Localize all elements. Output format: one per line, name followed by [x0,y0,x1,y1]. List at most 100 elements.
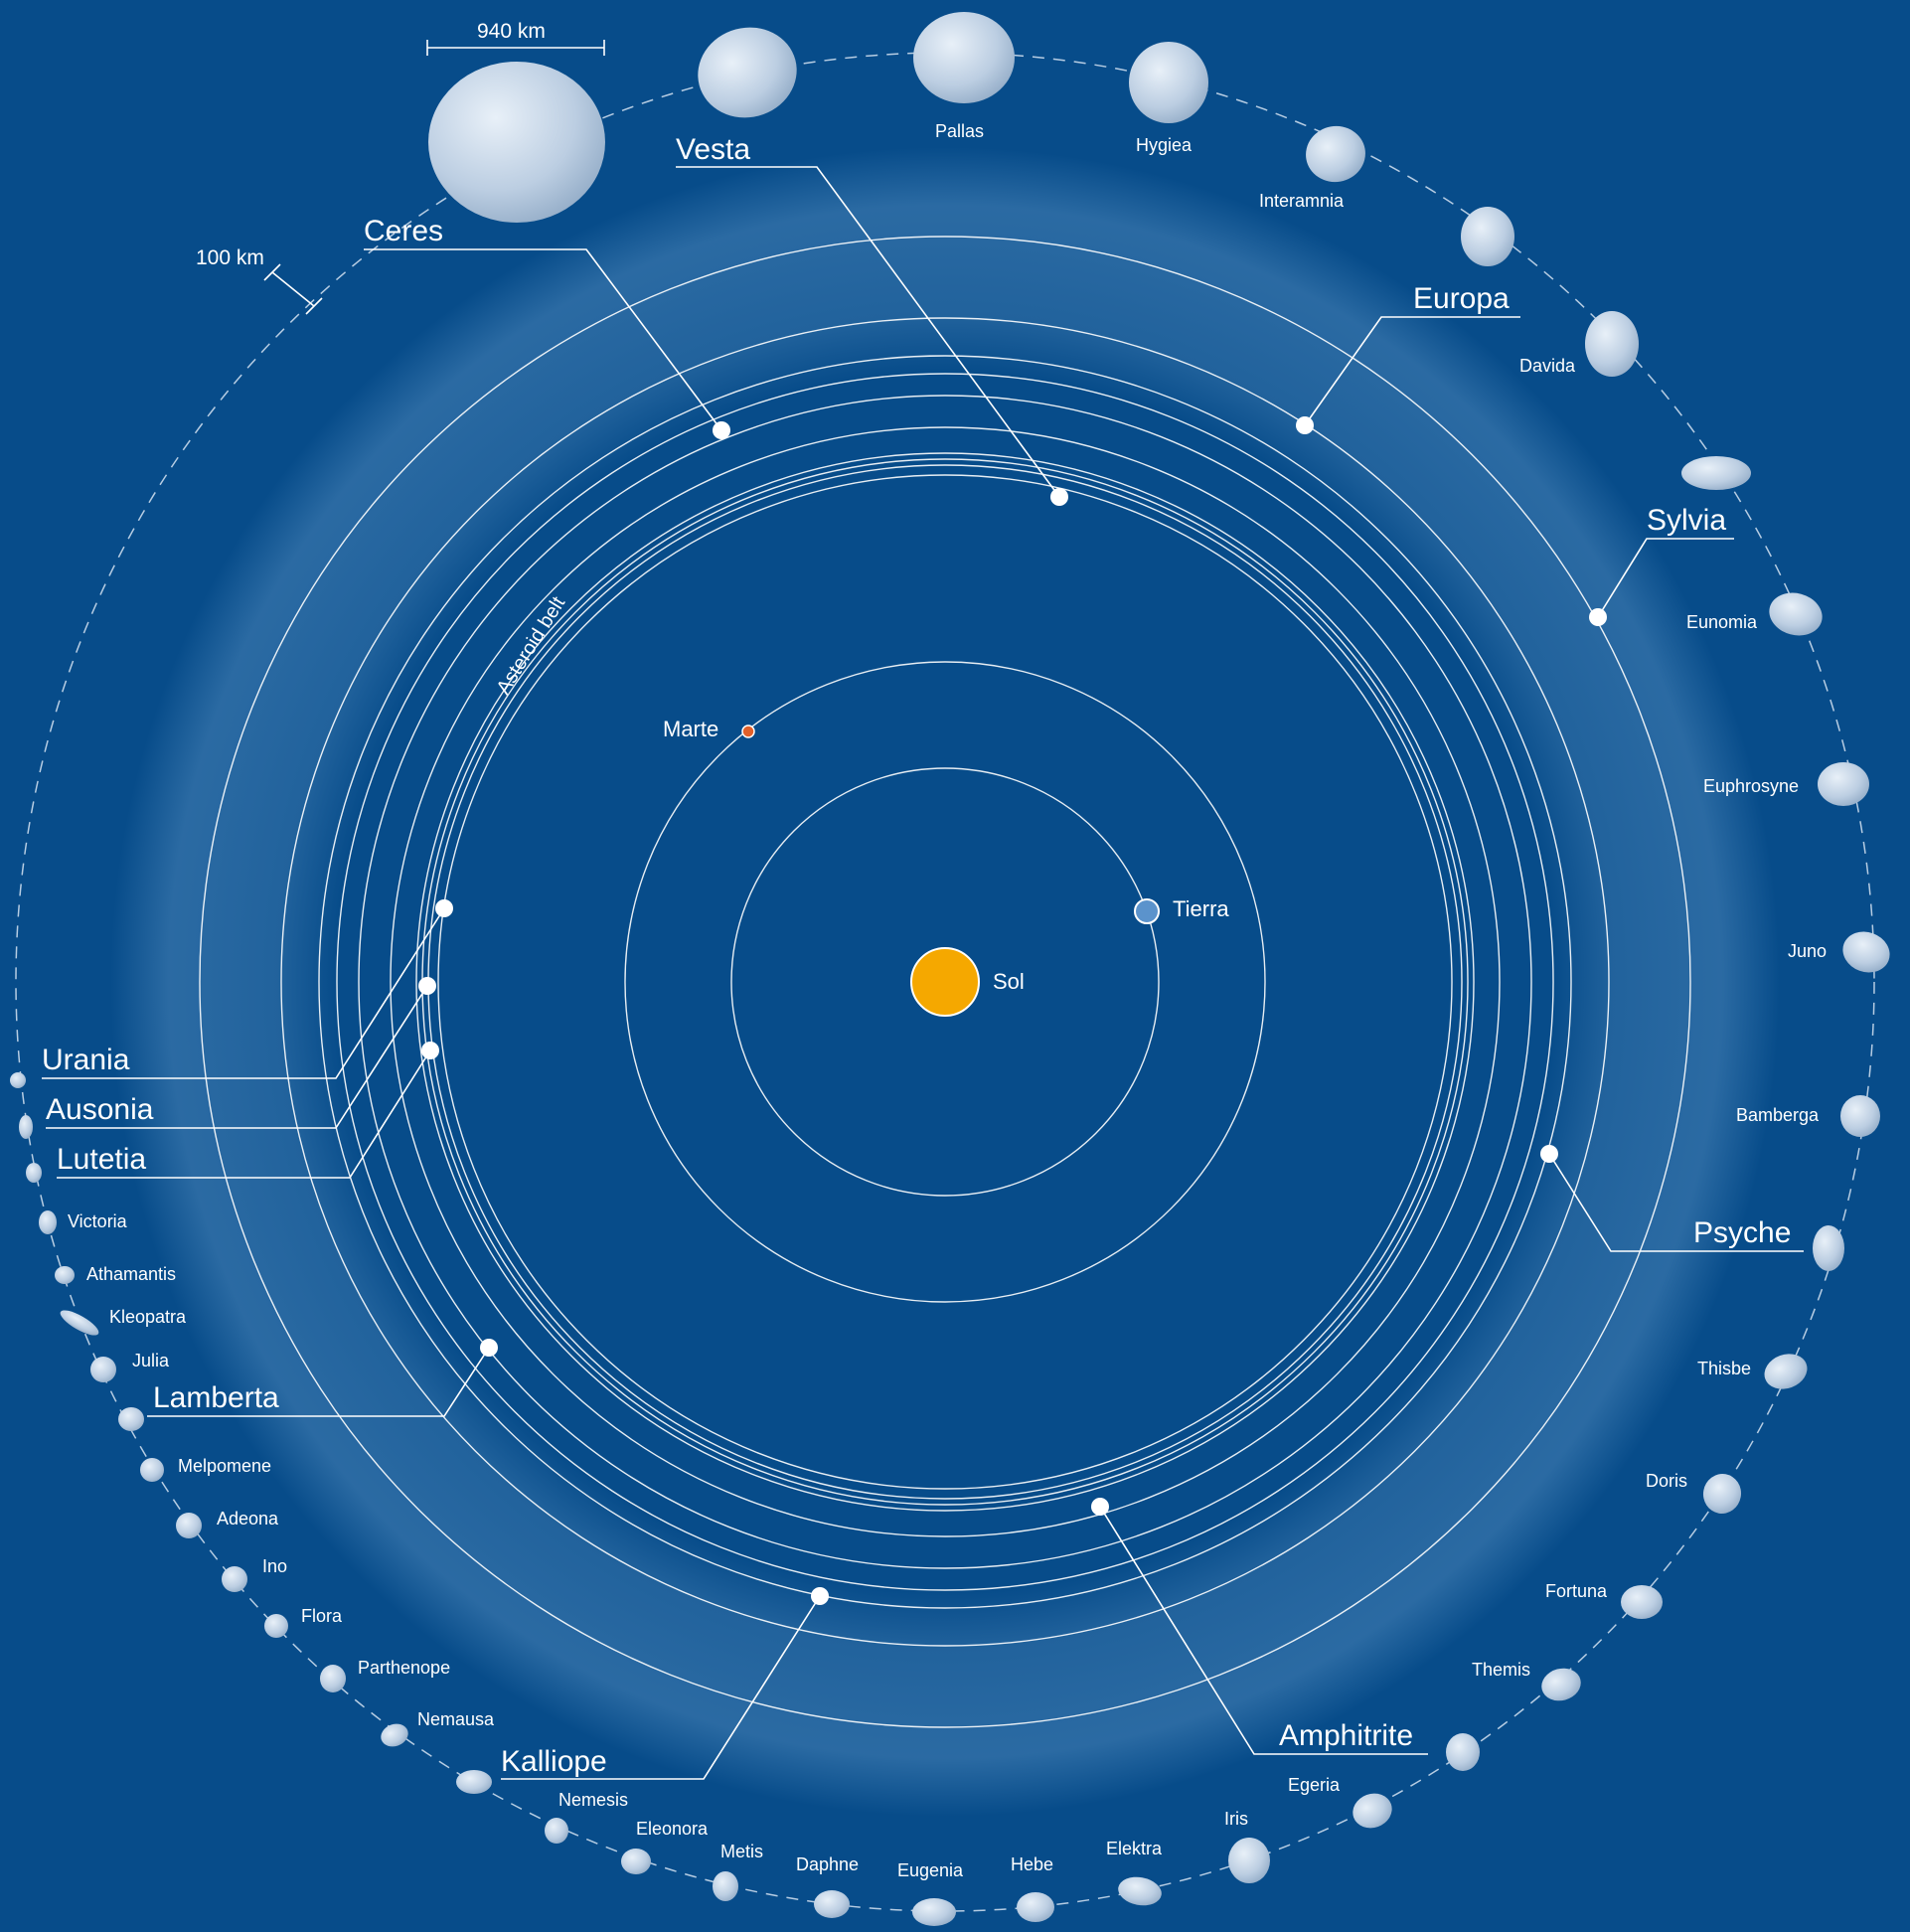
asteroid-label-parthenope: Parthenope [358,1658,450,1678]
asteroid-shape-julia [90,1357,116,1382]
orbit-ring [280,317,1610,1647]
amphitrite-leader [1099,1506,1428,1755]
asteroid-label-athamantis: Athamantis [86,1264,176,1284]
asteroid-shape-lamberta-rock [118,1407,144,1431]
asteroid-label-daphne: Daphne [796,1854,859,1874]
large-asteroids [428,12,1208,223]
lamberta-marker [480,1339,498,1357]
ceres-asteroid [428,62,605,223]
asteroid-label-thisbe: Thisbe [1697,1359,1751,1378]
vesta-marker [1050,488,1068,506]
asteroid-shape-doris [1702,1474,1742,1514]
vesta-asteroid [698,27,797,118]
asteroid-shape-eugenia [912,1898,956,1926]
ceres-label: Ceres [364,215,443,247]
sylvia-leader [1597,538,1734,618]
asteroid-shape-themis [1541,1668,1581,1701]
kalliope-label: Kalliope [501,1745,607,1778]
ceres-leader [364,248,722,431]
lamberta-label: Lamberta [153,1381,279,1414]
asteroid-shape-hebe [1017,1892,1054,1922]
scale-bar-100km [271,271,315,307]
asteroid-shape-daphne [814,1890,850,1918]
asteroid-shape-davida [1585,311,1639,377]
lutetia-marker [421,1042,439,1059]
asteroid-shape-ino [222,1566,247,1592]
urania-leader [42,907,445,1079]
hygiea-asteroid [1129,42,1208,123]
asteroid-label-julia: Julia [132,1351,170,1370]
asteroid-label-pallas: Pallas [935,121,984,141]
asteroid-shape-amphitrite-rock [1446,1733,1480,1771]
amphitrite-label: Amphitrite [1279,1719,1413,1752]
asteroid-shape-ausonia-rock [19,1115,33,1139]
vesta-leader [676,166,1060,498]
lutetia-leader [57,1049,431,1179]
asteroid-shape-nemausa [381,1723,408,1747]
asteroid-shape-davida-top [1461,207,1514,266]
asteroid-shape-kalliope-rock [456,1770,492,1794]
asteroid-label-victoria: Victoria [68,1211,128,1231]
asteroid-shape-melpomene [140,1458,164,1482]
earth-orbit [730,767,1160,1197]
asteroid-label-adeona: Adeona [217,1509,279,1529]
asteroid-shape-athamantis [55,1266,75,1284]
asteroid-label-eunomia: Eunomia [1686,612,1758,632]
kalliope-marker [811,1587,829,1605]
asteroid-shape-parthenope [320,1665,346,1692]
asteroid-label-bamberga: Bamberga [1736,1105,1820,1125]
asteroid-label-melpomene: Melpomene [178,1456,271,1476]
gallery-asteroid-shapes [10,125,1890,1926]
asteroid-shape-urania-rock [10,1072,26,1088]
asteroid-label-juno: Juno [1788,941,1827,961]
asteroid-shape-flora [264,1614,288,1638]
kalliope-leader [501,1595,821,1780]
orbit-ring [358,395,1532,1569]
europa-marker [1296,416,1314,434]
sun-label: Sol [993,969,1025,994]
orbit-labels: Ceres Vesta Europa Sylvia Psyche Amphitr… [42,133,1791,1778]
lutetia-label: Lutetia [57,1143,146,1176]
leader-lines [42,166,1804,1780]
europa-leader [1304,316,1520,426]
ausonia-leader [46,985,428,1129]
earth [1134,898,1160,924]
asteroid-shape-psyche-rock [1813,1225,1844,1271]
asteroid-shape-nemesis [545,1818,568,1844]
orbit-ring [390,426,1501,1537]
vesta-label: Vesta [676,133,750,166]
orbit-ring [415,452,1475,1512]
asteroid-label-doris: Doris [1646,1471,1687,1491]
gallery-labels: Pallas Hygiea Interamnia Davida Eunomia … [68,121,1827,1880]
asteroid-shape-fortuna [1621,1585,1663,1619]
asteroid-shape-eunomia [1769,592,1823,636]
pallas-asteroid [913,12,1015,103]
asteroid-shape-bamberga [1840,1095,1880,1137]
asteroid-shape-victoria [39,1210,57,1234]
scale-label-100km: 100 km [196,246,264,269]
sun [910,947,980,1017]
sylvia-marker [1589,608,1607,626]
orbit-ring [437,474,1453,1490]
ausonia-label: Ausonia [46,1093,154,1126]
asteroid-label-metis: Metis [720,1842,763,1861]
lamberta-leader [147,1347,490,1417]
mars [741,724,755,738]
amphitrite-marker [1091,1498,1109,1516]
asteroid-shape-adeona [176,1513,202,1538]
asteroid-shape-sylvia-rock [1681,456,1751,490]
asteroid-shape-juno [1842,931,1890,973]
asteroid-label-interamnia: Interamnia [1259,191,1345,211]
psyche-label: Psyche [1693,1216,1791,1249]
scale-bars [263,40,605,315]
orbit-ring [336,373,1554,1591]
urania-marker [435,899,453,917]
ausonia-marker [418,977,436,995]
psyche-marker [1540,1145,1558,1163]
asteroid-shape-egeria [1353,1793,1392,1829]
earth-label: Tierra [1173,896,1229,921]
asteroid-shape-lutetia-rock [26,1163,42,1183]
urania-label: Urania [42,1044,130,1076]
